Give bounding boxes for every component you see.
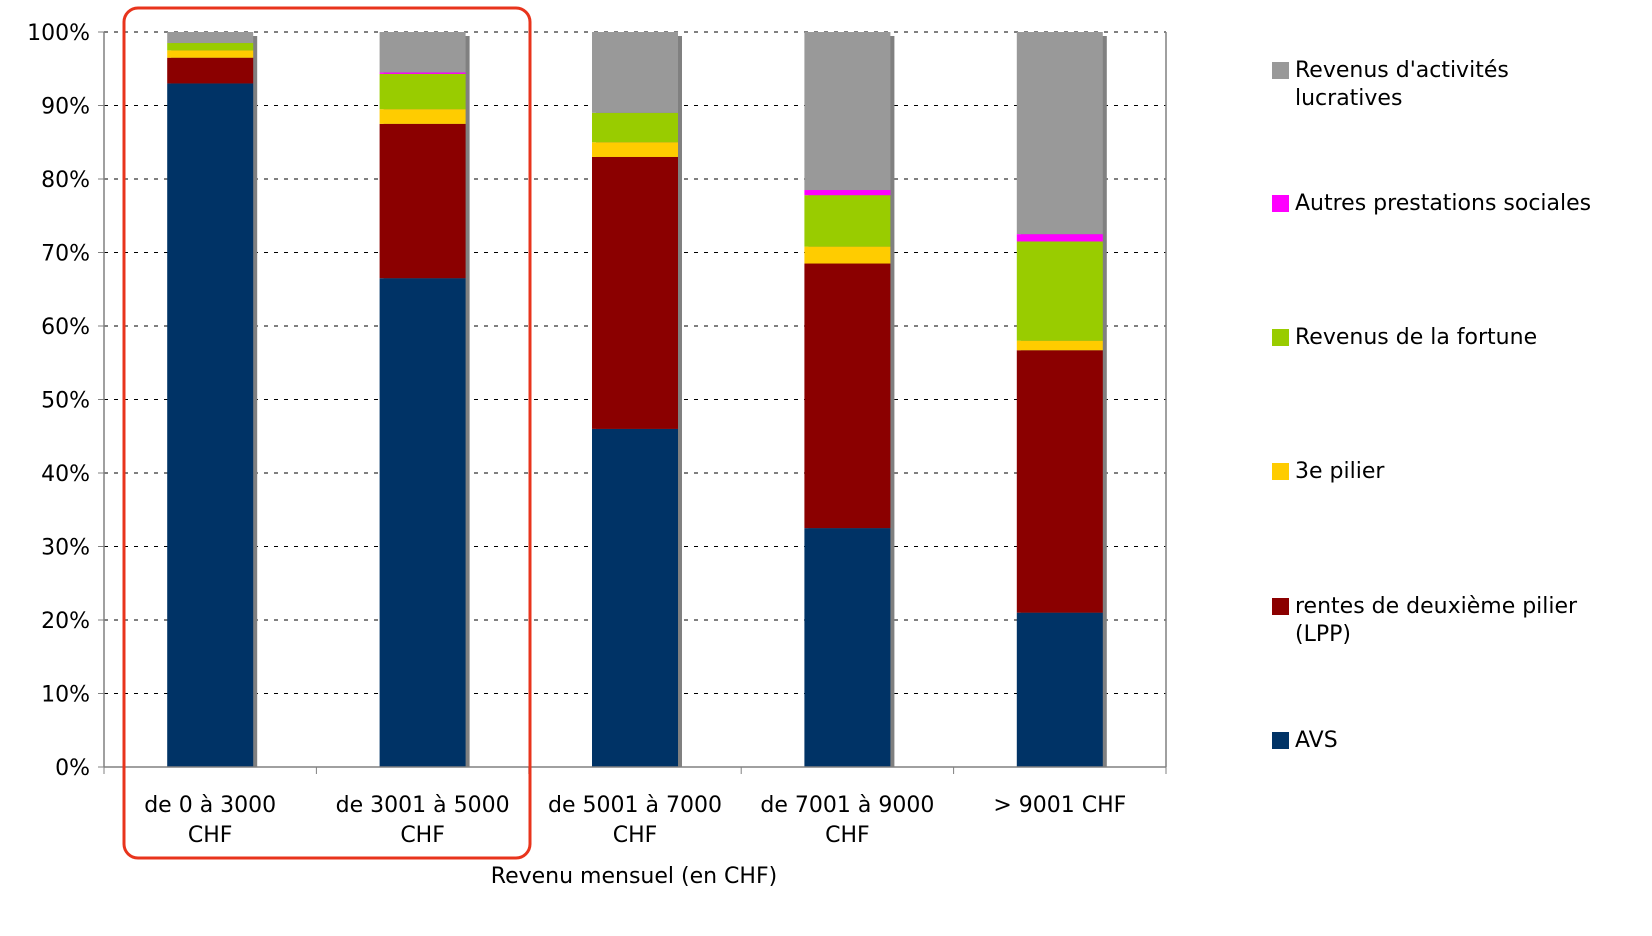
bar-segment [379, 73, 466, 110]
bar-segment [1016, 340, 1103, 351]
bar-segment [379, 123, 466, 279]
y-tick-label: 0% [55, 756, 90, 781]
y-tick-label: 20% [41, 609, 90, 634]
bar-segment [1016, 32, 1103, 235]
bar-segment [167, 83, 254, 767]
y-tick-label: 30% [41, 536, 90, 561]
y-tick-label: 50% [41, 389, 90, 414]
legend-label: 3e pilier [1295, 459, 1385, 484]
bar-segment [804, 246, 891, 264]
bar-segment [1016, 234, 1103, 242]
bar-segment [167, 32, 254, 44]
bar-segment [804, 32, 891, 191]
bar-segment [804, 190, 891, 196]
bar-segment [1016, 612, 1103, 767]
legend-swatch [1272, 329, 1289, 346]
highlight-box [122, 6, 532, 860]
legend-item: 3e pilier [1272, 458, 1384, 486]
legend-swatch [1272, 598, 1289, 615]
legend-swatch [1272, 195, 1289, 212]
legend-item: Autres prestations sociales [1272, 190, 1591, 218]
legend-label: rentes de deuxième pilier (LPP) [1295, 594, 1578, 647]
y-tick-label: 90% [41, 95, 90, 120]
bar-segment [167, 57, 254, 84]
y-tick-label: 10% [41, 683, 90, 708]
bar-segment [379, 72, 466, 74]
legend-item: Revenus d'activités lucratives [1272, 57, 1509, 113]
bar-segment [1016, 350, 1103, 613]
bar-segment [592, 112, 678, 143]
legend-label: Revenus de la fortune [1295, 325, 1538, 350]
stacked-bar-chart: 0% 10% 20% 30% 40% 50% 60% 70% 80% 90% 100% de 0 à… [27, 6, 1167, 889]
category-label: de 3001 à 5000 CHF [336, 793, 510, 848]
category-label: de 5001 à 7000 CHF [548, 793, 722, 848]
bars [167, 32, 1107, 767]
category-label: de 7001 à 9000 CHF [760, 793, 934, 848]
category-label: > 9001 CHF [993, 793, 1126, 818]
x-axis-ticks: de 0 à 3000 CHF de 3001 à 5000 CHF de 5001 à… [103, 767, 1167, 848]
legend-item: Revenus de la fortune [1272, 324, 1537, 352]
y-tick-label: 80% [41, 168, 90, 193]
x-axis-title: Revenu mensuel (en CHF) [491, 864, 777, 889]
y-axis-ticks: 0% 10% 20% 30% 40% 50% 60% 70% 80% 90% 100% [27, 21, 104, 781]
bar-segment [379, 109, 466, 124]
bar-segment [592, 142, 678, 157]
legend-label: Autres prestations sociales [1295, 191, 1592, 216]
y-tick-label: 60% [41, 315, 90, 340]
bar-segment [167, 43, 254, 51]
legend-item: AVS [1272, 727, 1338, 755]
legend-label: AVS [1295, 728, 1338, 753]
y-tick-label: 70% [41, 242, 90, 267]
bar-segment [379, 32, 466, 73]
legend-item: rentes de deuxième pilier (LPP) [1272, 593, 1577, 649]
legend-swatch [1272, 62, 1289, 79]
bar-segment [804, 195, 891, 247]
bar-segment [592, 32, 678, 113]
legend-swatch [1272, 463, 1289, 480]
bar-segment [592, 156, 678, 429]
bar-segment [804, 263, 891, 529]
legend-label: Revenus d'activités lucratives [1295, 58, 1509, 111]
bar-segment [1016, 241, 1103, 341]
bar-segment [379, 278, 466, 767]
y-tick-label: 100% [27, 21, 90, 46]
bar-segment [167, 50, 254, 58]
legend: Revenus d'activités lucratives Autres pre… [1272, 0, 1652, 936]
y-tick-label: 40% [41, 462, 90, 487]
bar-segment [804, 528, 891, 767]
category-label: de 0 à 3000 CHF [144, 793, 276, 848]
legend-swatch [1272, 732, 1289, 749]
bar-segment [592, 428, 678, 767]
